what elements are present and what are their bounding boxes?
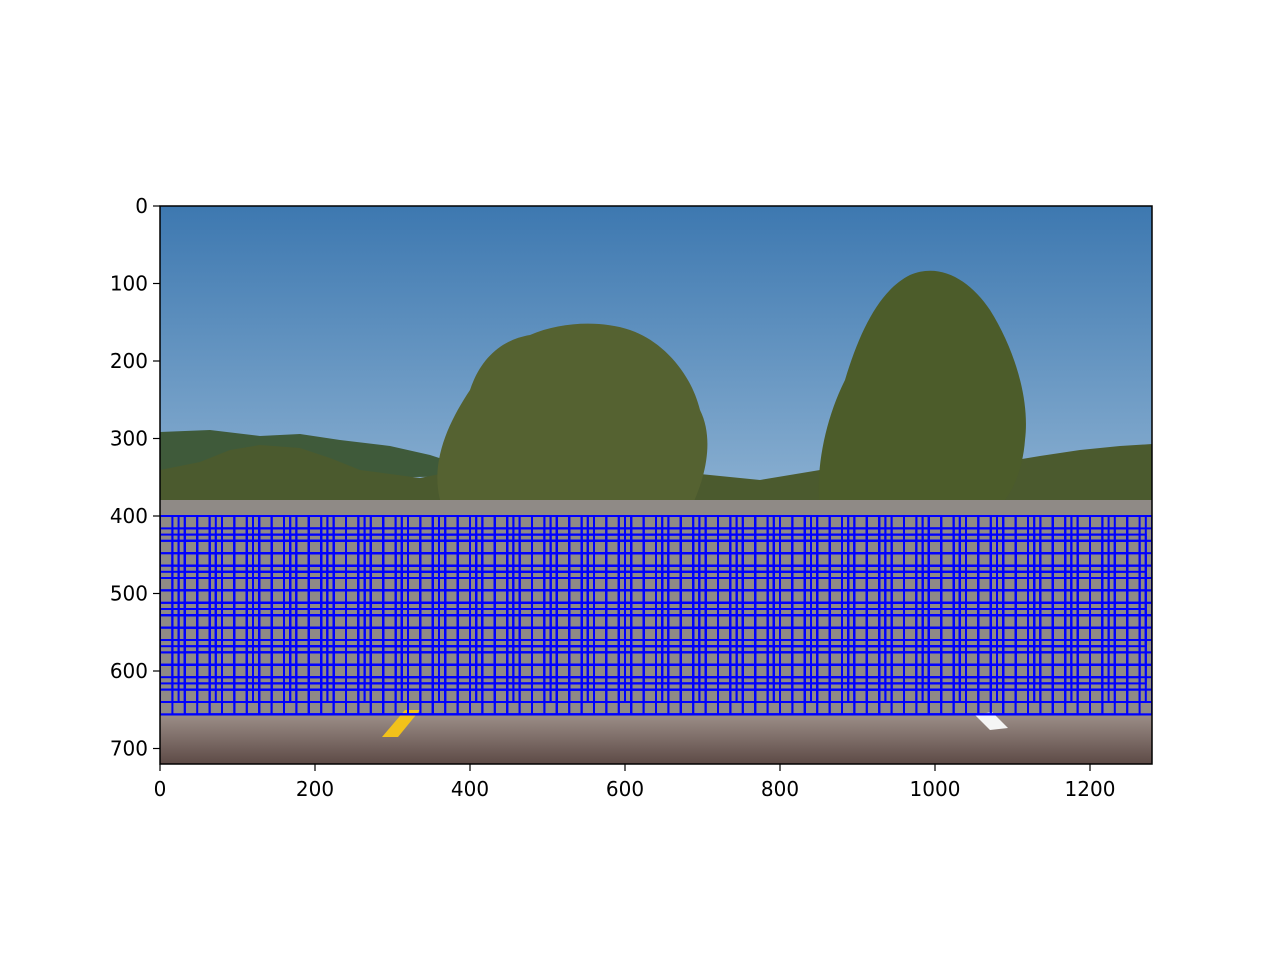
axes-frame [159, 205, 1153, 765]
yellow-lane-line [382, 710, 420, 737]
y-tick-label: 500 [110, 582, 148, 606]
y-axis: 0 100 200 300 400 500 600 700 [110, 194, 160, 761]
y-tick-label: 600 [110, 659, 148, 683]
tree-right [818, 270, 1026, 515]
x-tick-label: 1000 [910, 777, 961, 801]
x-tick-label: 1200 [1065, 777, 1116, 801]
x-tick-label: 800 [761, 777, 799, 801]
white-lane-line [975, 712, 1008, 730]
x-axis: 0 200 400 600 800 1000 1200 [154, 764, 1116, 801]
y-tick-label: 300 [110, 427, 148, 451]
tree-left [437, 323, 708, 510]
y-tick-label: 0 [135, 194, 148, 218]
y-tick-label: 100 [110, 272, 148, 296]
x-tick-label: 400 [451, 777, 489, 801]
search-window-box [1051, 614, 1152, 716]
y-tick-label: 700 [110, 737, 148, 761]
image-area [160, 206, 1152, 764]
x-tick-label: 0 [154, 777, 167, 801]
x-tick-label: 200 [296, 777, 334, 801]
x-tick-label: 600 [606, 777, 644, 801]
y-tick-label: 200 [110, 349, 148, 373]
y-tick-label: 400 [110, 504, 148, 528]
search-windows [160, 515, 1152, 716]
